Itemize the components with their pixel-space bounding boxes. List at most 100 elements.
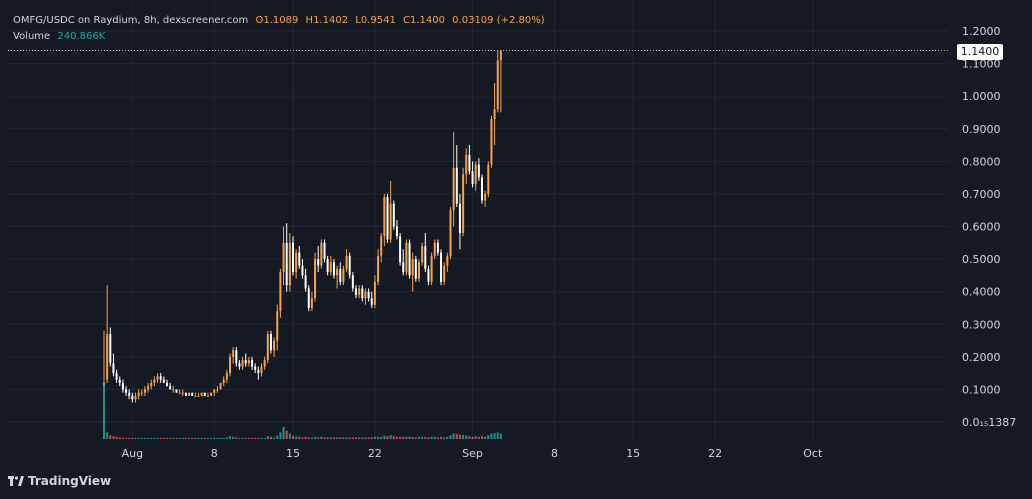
volume-bar	[172, 437, 175, 439]
candle-body	[244, 360, 247, 364]
candle-body	[206, 395, 209, 397]
volume-bar	[427, 437, 430, 439]
volume-bar	[125, 437, 128, 439]
volume-bar	[260, 437, 263, 439]
candle-body	[433, 242, 436, 256]
candle-body	[389, 203, 392, 240]
volume-bar	[191, 437, 194, 439]
volume-bar	[399, 436, 402, 439]
volume-bar	[487, 435, 490, 439]
volume-bar	[266, 436, 269, 439]
tradingview-logo[interactable]: TradingView	[8, 474, 111, 488]
candle-body	[348, 255, 351, 276]
volume-bar	[140, 437, 143, 439]
volume-bar	[471, 436, 474, 439]
candle-body	[332, 262, 335, 276]
candle-body	[317, 259, 320, 266]
candle-body	[134, 395, 137, 400]
volume-bar	[112, 436, 115, 439]
x-tick-label: Aug	[122, 447, 143, 460]
candle-body	[257, 369, 260, 374]
volume-bar	[358, 437, 361, 439]
candle-body	[443, 265, 446, 282]
time-axis[interactable]: Aug 8 15 22 Sep 8 15 22 Oct	[122, 447, 823, 460]
candle-body	[156, 376, 159, 380]
volume-bar	[210, 437, 213, 439]
volume-bar	[332, 437, 335, 439]
high-value: H1.1402	[305, 15, 349, 26]
volume-bar	[436, 437, 439, 439]
volume-bar	[213, 437, 216, 439]
volume-bar	[238, 437, 241, 439]
candle-body	[131, 395, 134, 400]
symbol-title[interactable]: OMFG/USDC on Raydium, 8h, dexscreener.co…	[13, 15, 249, 26]
candle-body	[184, 392, 187, 396]
x-tick-label: 22	[708, 447, 722, 460]
volume-bar	[310, 437, 313, 439]
volume-bar	[355, 437, 357, 439]
volume-bar	[348, 437, 351, 439]
candle-body	[216, 389, 219, 391]
candle-body	[351, 275, 354, 289]
candle-body	[203, 392, 206, 396]
candle-body	[140, 392, 143, 394]
candle-body	[465, 154, 468, 175]
candle-body	[162, 379, 165, 383]
x-tick-label: 15	[286, 447, 300, 460]
volume-bar	[247, 437, 250, 439]
x-tick-label: 15	[626, 447, 640, 460]
volume-bar	[244, 437, 247, 439]
candle-body	[436, 242, 439, 253]
candle-body	[109, 334, 112, 364]
candle-body	[106, 334, 109, 380]
volume-bars	[103, 384, 502, 439]
candle-body	[421, 246, 424, 263]
candle-body	[219, 382, 222, 390]
x-tick-label: 8	[551, 447, 558, 460]
candle-body	[367, 291, 370, 299]
candle-body	[172, 389, 175, 391]
volume-bar	[216, 437, 219, 439]
legend: OMFG/USDC on Raydium, 8h, dexscreener.co…	[13, 13, 549, 45]
candle-body	[471, 171, 474, 185]
volume-bar	[449, 435, 452, 439]
price-axis[interactable]: 1.2000 1.1000 1.0000 0.9000 0.8000 0.7000 0.60…	[962, 25, 1016, 429]
candle-body	[150, 382, 153, 387]
volume-bar	[377, 436, 380, 439]
volume-bar	[490, 433, 493, 439]
volume-bar	[418, 436, 420, 439]
candle-body	[298, 252, 301, 266]
candle-body	[191, 392, 194, 396]
volume-bar	[257, 437, 260, 439]
volume-bar	[162, 437, 165, 439]
volume-bar	[364, 437, 367, 439]
volume-bar	[342, 437, 345, 439]
close-value: C1.1400	[403, 15, 445, 26]
y-tick-label: 1.0000	[962, 90, 1001, 103]
volume-bar	[118, 437, 121, 439]
candle-body	[380, 236, 383, 256]
volume-bar	[474, 436, 477, 439]
grid-lines	[8, 0, 948, 440]
candle-body	[361, 288, 364, 299]
volume-bar	[326, 437, 329, 439]
candle-body	[392, 203, 395, 227]
volume-bar	[389, 435, 392, 439]
volume-bar	[301, 437, 304, 439]
candle-body	[345, 255, 348, 269]
candle-body	[458, 203, 461, 234]
volume-bar	[254, 437, 257, 439]
volume-bar	[251, 437, 254, 439]
candle-body	[307, 288, 310, 308]
y-tick-label: 0.0₁₅1387	[962, 416, 1016, 429]
y-tick-label: 0.7000	[962, 188, 1001, 201]
volume-bar	[276, 435, 279, 439]
candle-body	[222, 379, 225, 383]
volume-bar	[147, 437, 150, 439]
tradingview-logo-icon	[8, 476, 24, 486]
volume-bar	[414, 437, 417, 439]
candle-body	[449, 210, 452, 256]
volume-bar	[405, 436, 408, 439]
